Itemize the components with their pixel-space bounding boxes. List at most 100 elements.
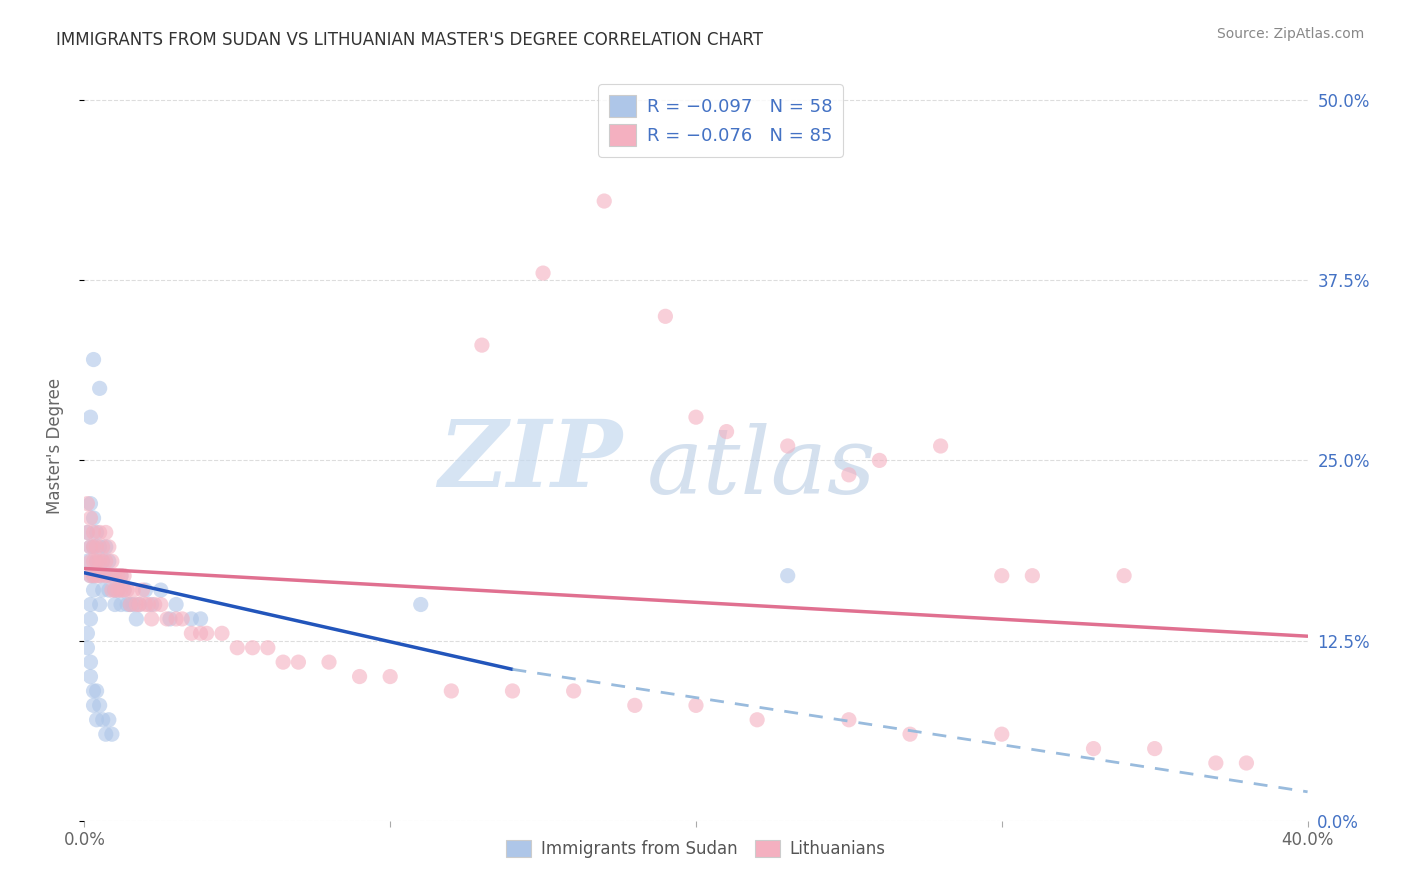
Point (271, 655, 294, 669)
Point (776, 568, 799, 582)
Point (76, 554, 98, 568)
Point (165, 612, 187, 626)
Point (838, 713, 860, 727)
Legend: Immigrants from Sudan, Lithuanians: Immigrants from Sudan, Lithuanians (499, 833, 893, 864)
Point (440, 684, 463, 698)
Point (83, 684, 105, 698)
Point (86, 554, 108, 568)
Point (76, 626, 98, 640)
Point (190, 612, 212, 626)
Point (149, 583, 172, 598)
Point (143, 598, 166, 612)
Point (125, 612, 148, 626)
Point (287, 655, 309, 669)
Point (83, 540, 105, 554)
Point (97, 583, 120, 598)
Point (1236, 756, 1258, 770)
Point (226, 640, 249, 655)
Point (172, 612, 194, 626)
Point (79, 568, 101, 582)
Point (83, 525, 105, 540)
Point (76, 525, 98, 540)
Point (86, 568, 108, 582)
Point (91, 713, 114, 727)
Point (79, 554, 101, 568)
Point (79, 511, 101, 525)
Text: Source: ZipAtlas.com: Source: ZipAtlas.com (1216, 27, 1364, 41)
Point (110, 568, 132, 582)
Point (94, 525, 117, 540)
Point (128, 598, 150, 612)
Point (104, 583, 127, 598)
Point (79, 669, 101, 683)
Point (654, 310, 676, 324)
Point (91, 554, 114, 568)
Point (89, 698, 111, 713)
Point (593, 194, 616, 208)
Point (101, 554, 124, 568)
Point (141, 612, 163, 626)
Point (76, 497, 98, 511)
Point (115, 583, 138, 598)
Point (101, 583, 124, 598)
Point (83, 352, 105, 367)
Point (107, 583, 129, 598)
Point (83, 554, 105, 568)
Point (685, 698, 707, 713)
Point (112, 583, 135, 598)
Point (89, 525, 111, 540)
Point (502, 684, 524, 698)
Point (91, 540, 114, 554)
Point (79, 410, 101, 425)
Point (83, 583, 105, 598)
Point (86, 554, 108, 568)
Point (128, 598, 150, 612)
Point (120, 598, 142, 612)
Point (380, 669, 402, 683)
Point (156, 612, 179, 626)
Point (89, 554, 111, 568)
Point (1143, 741, 1166, 756)
Point (94, 727, 117, 741)
Point (624, 698, 647, 713)
Point (86, 525, 108, 540)
Point (79, 568, 101, 582)
Y-axis label: Master's Degree: Master's Degree (45, 378, 63, 514)
Point (83, 568, 105, 582)
Point (94, 554, 117, 568)
Point (89, 568, 111, 582)
Point (1205, 756, 1227, 770)
Point (83, 540, 105, 554)
Point (101, 727, 124, 741)
Point (89, 598, 111, 612)
Point (685, 410, 707, 425)
Point (79, 612, 101, 626)
Point (83, 511, 105, 525)
Point (76, 525, 98, 540)
Point (131, 583, 153, 598)
Point (110, 583, 132, 598)
Point (716, 425, 738, 439)
Point (562, 684, 585, 698)
Point (409, 598, 432, 612)
Point (165, 598, 187, 612)
Point (86, 684, 108, 698)
Point (180, 626, 202, 640)
Point (211, 626, 233, 640)
Text: atlas: atlas (647, 424, 876, 514)
Point (869, 453, 891, 467)
Point (104, 598, 127, 612)
Point (91, 554, 114, 568)
Point (86, 713, 108, 727)
Point (91, 583, 114, 598)
Point (94, 568, 117, 582)
Text: ZIP: ZIP (439, 416, 623, 506)
Point (89, 381, 111, 395)
Point (101, 568, 124, 582)
Point (776, 439, 799, 453)
Point (120, 598, 142, 612)
Point (195, 626, 218, 640)
Point (242, 640, 264, 655)
Point (898, 727, 921, 741)
Point (1021, 568, 1043, 582)
